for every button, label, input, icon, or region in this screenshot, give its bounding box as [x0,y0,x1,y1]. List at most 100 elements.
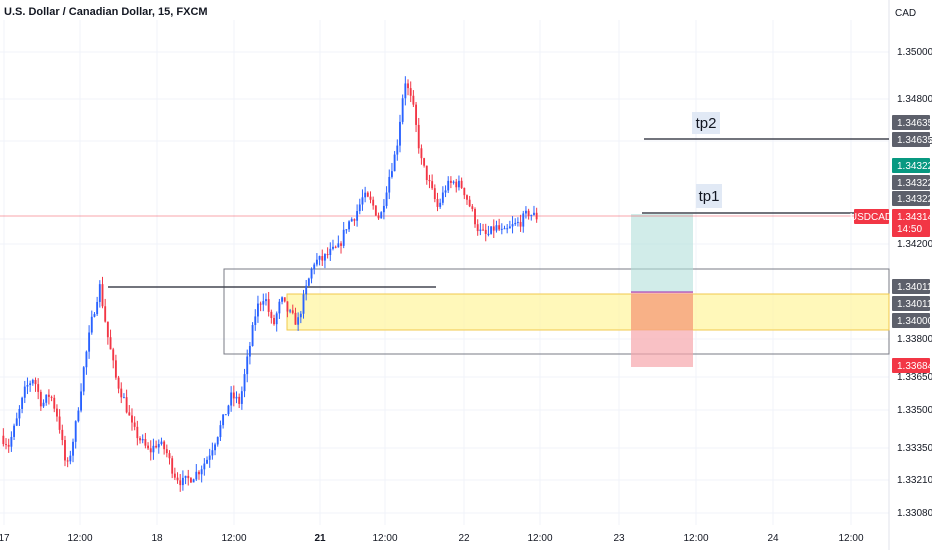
candle-body [230,392,233,406]
candle-body [251,325,254,346]
last-price-value: 1.34314 [897,212,932,223]
candle-body [519,221,522,227]
price-label-box [892,191,930,206]
candle-body [29,383,32,386]
candle-body [361,197,364,205]
candle-body [471,206,474,210]
candle-body [109,337,112,350]
candle-body [190,478,192,483]
supply-demand-zone[interactable] [286,293,890,331]
candle-body [259,303,262,305]
candle-body [498,225,501,230]
candle-body [436,199,439,207]
candle-body [348,221,350,230]
candle-body [195,471,198,480]
price-label-text: 1.34011 [897,299,932,310]
candle-body [393,154,396,172]
price-label-text: 1.34635 [897,118,932,129]
last-price-box [892,209,930,237]
candle-body [120,388,123,398]
candle-body [98,284,101,302]
candle-body [265,299,267,302]
candle-body [441,192,444,203]
candle-body [64,440,66,461]
x-tick-label: 21 [314,533,326,544]
candle-body [101,284,104,307]
candle-body [273,317,275,325]
candle-body [26,385,29,387]
candle-body [460,180,463,188]
target-zone[interactable] [631,214,693,292]
chart-title: U.S. Dollar / Canadian Dollar, 15, FXCM [4,6,208,18]
y-tick-label: 1.33800 [897,334,932,345]
candle-body [74,421,77,442]
candle-body [404,83,407,99]
candle-body [407,83,409,89]
candle-body [525,210,527,214]
candle-body [468,199,471,207]
price-label-box [892,279,930,294]
candle-body [31,379,34,384]
candle-body [514,222,517,225]
candle-body [21,397,24,409]
candle-body [431,181,434,189]
candle-body [490,226,493,234]
price-axis[interactable]: CAD 1.350001.348001.346351.342001.338001… [895,8,932,519]
price-label-box [892,175,930,190]
candle-body [511,224,514,227]
candle-body [439,202,442,207]
time-axis[interactable]: 17 12:00 18 12:00 21 12:00 22 12:00 23 12:00 24 12:… [0,533,864,544]
candle-body [171,458,174,474]
price-label-box [892,158,930,173]
candle-body [337,243,340,248]
candle-body [342,229,345,246]
candle-body [321,256,324,261]
candle-body [53,397,56,409]
candle-body [136,426,139,439]
price-labels: 1.34635 1.34635 1.34322 1.34322 1.34322 1.340… [892,115,932,373]
candle-body [516,221,519,223]
candle-body [90,316,93,333]
x-tick-label: 12:00 [527,533,552,544]
candle-body [149,448,152,453]
y-tick-label: 1.33650 [897,372,932,383]
candle-body [69,455,72,462]
candle-body [374,205,377,216]
candle-body [366,192,369,197]
candle-body [503,228,506,230]
price-label-box [892,115,930,130]
candle-body [77,410,80,422]
candle-body [203,463,206,470]
candle-body [409,88,412,96]
candle-body [23,386,26,398]
price-label-box [892,358,930,373]
price-label-box [892,313,930,328]
y-tick-label: 1.33080 [897,508,932,519]
candle-body [476,224,479,232]
candle-body [248,345,251,357]
candle-body [299,313,302,318]
candle-body [479,229,482,232]
candle-body [495,225,498,231]
candle-body [37,384,40,392]
candle-body [184,475,187,478]
candle-body [147,445,149,449]
x-tick-label: 22 [458,533,470,544]
candle-body [340,243,342,246]
candle-body [372,199,375,206]
candle-body [492,226,495,231]
y-tick-label: 1.33210 [897,475,932,486]
candle-body [289,310,292,312]
candle-body [401,98,404,122]
candle-body [232,392,235,399]
candle-body [310,269,313,279]
candle-body [423,158,426,166]
candle-body [168,453,171,459]
candle-body [385,192,388,206]
symbol-tag-text: USDCAD [850,212,892,223]
x-tick-label: 24 [767,533,779,544]
candle-body [133,422,136,427]
candle-body [313,264,316,270]
y-tick-label: 1.34800 [897,94,932,105]
